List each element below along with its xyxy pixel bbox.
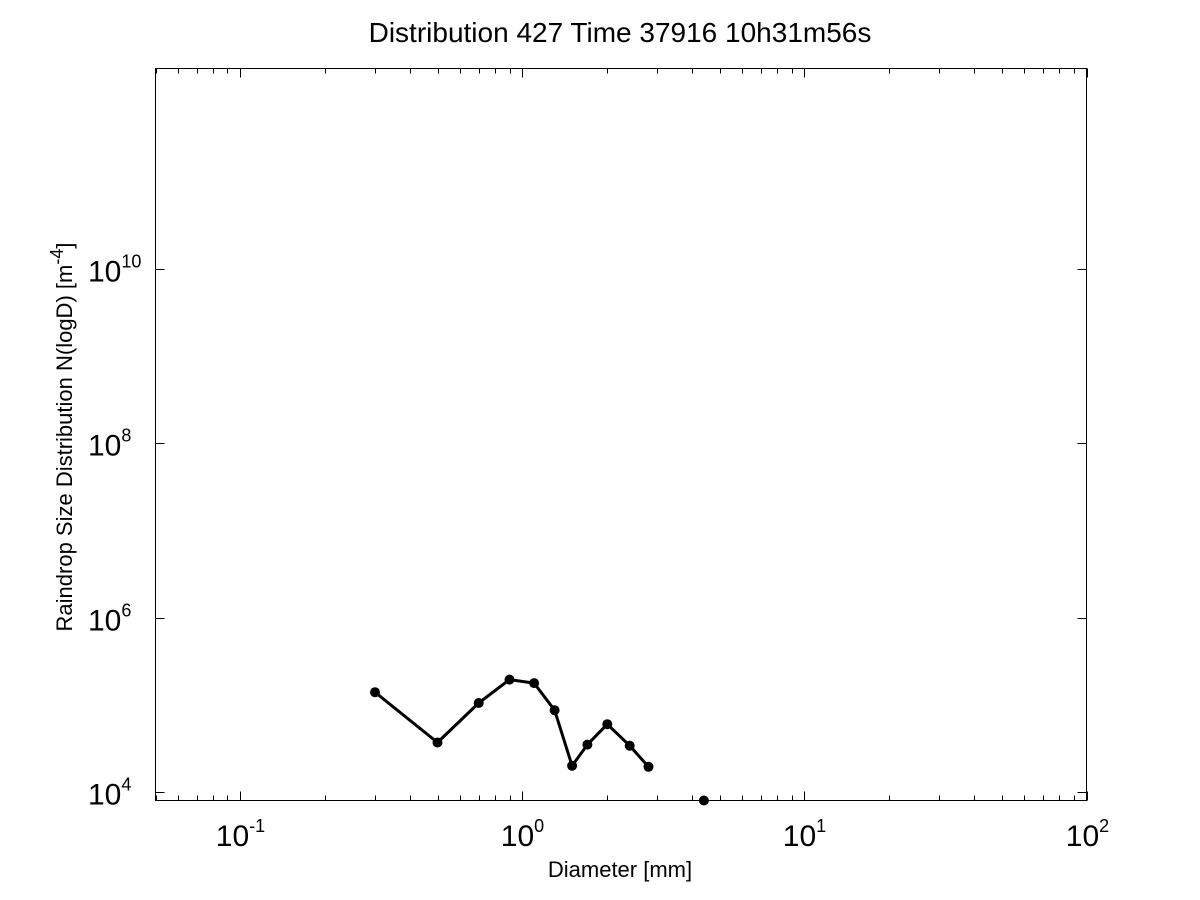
- y-axis-label-suffix: ]: [52, 243, 77, 249]
- y-tick-label: 108: [88, 426, 131, 463]
- y-tick-label-base: 10: [88, 779, 121, 812]
- x-tick-label-base: 10: [1066, 820, 1099, 853]
- data-point: [529, 678, 540, 689]
- data-point: [473, 698, 484, 708]
- y-tick-label-base: 10: [88, 605, 121, 638]
- y-tick-label-exponent: 8: [121, 426, 131, 446]
- data-point: [643, 761, 654, 772]
- chart-title: Distribution 427 Time 37916 10h31m56s: [369, 17, 872, 48]
- y-tick-label: 104: [88, 775, 131, 812]
- x-axis-ticks: 10-1 100 101 102: [156, 68, 1109, 853]
- x-tick-label-base: 10: [783, 820, 816, 853]
- x-axis-label: Diameter [mm]: [548, 857, 692, 882]
- x-tick-label: 10-1: [216, 816, 265, 853]
- data-point: [624, 740, 635, 751]
- y-axis-label-exponent: -4: [47, 249, 67, 265]
- x-tick-label-base: 10: [216, 820, 249, 853]
- x-tick-label-base: 10: [501, 820, 534, 853]
- x-tick-label-exponent: -1: [249, 816, 265, 836]
- x-tick-label: 100: [501, 816, 544, 853]
- data-point: [370, 687, 380, 698]
- data-point: [504, 674, 515, 685]
- y-tick-label-exponent: 6: [121, 601, 131, 621]
- data-point: [698, 795, 709, 806]
- y-axis-label: Raindrop Size Distribution N(logD) [m-4]: [47, 243, 77, 632]
- x-tick-label-exponent: 1: [816, 816, 826, 836]
- y-tick-label-base: 10: [88, 430, 121, 463]
- data-point: [602, 719, 613, 730]
- data-series: [370, 674, 709, 806]
- data-point: [567, 760, 578, 771]
- y-tick-label-exponent: 4: [121, 775, 131, 795]
- x-tick-label: 102: [1066, 816, 1109, 853]
- plot-area-frame: [155, 68, 1087, 801]
- x-tick-label-exponent: 0: [534, 816, 544, 836]
- data-point: [549, 705, 560, 716]
- x-tick-label: 101: [783, 816, 826, 853]
- y-tick-label-exponent: 10: [121, 252, 141, 272]
- data-point: [432, 737, 443, 748]
- y-tick-label: 1010: [88, 252, 141, 289]
- y-tick-label: 106: [88, 601, 131, 638]
- y-tick-label-base: 10: [88, 256, 121, 289]
- x-tick-label-exponent: 2: [1099, 816, 1109, 836]
- data-point: [582, 739, 593, 750]
- y-axis-label-main: Raindrop Size Distribution N(logD) [m: [52, 265, 77, 632]
